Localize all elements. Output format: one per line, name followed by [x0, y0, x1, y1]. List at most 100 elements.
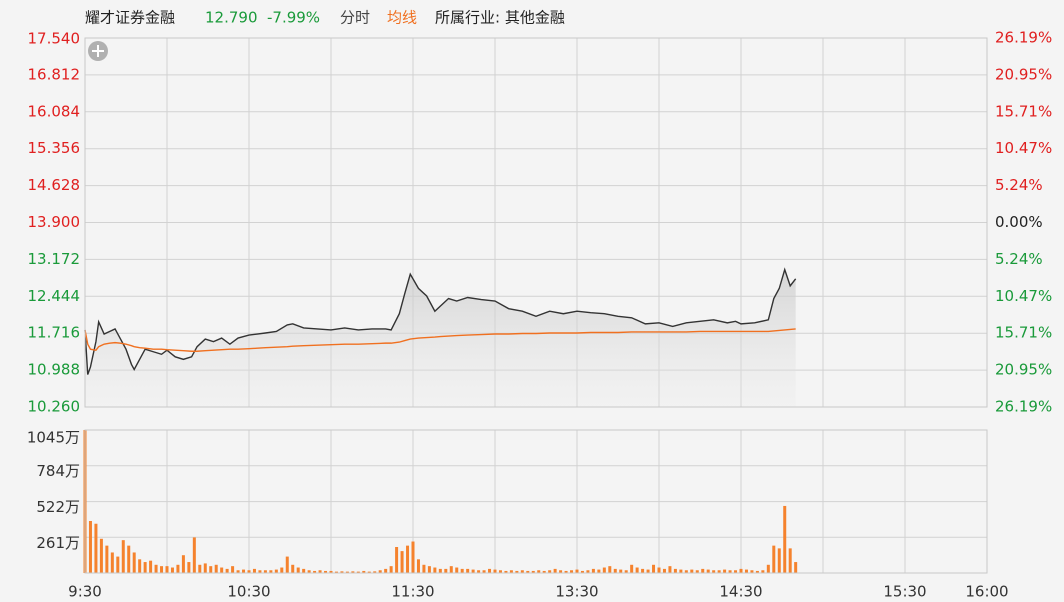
volume-bar [531, 570, 535, 573]
volume-bar [356, 571, 360, 573]
industry-label: 所属行业: 其他金融 [435, 9, 565, 27]
y-tick-label: 784万 [36, 462, 80, 480]
y-tick-label: 16.084 [28, 102, 81, 120]
volume-bar [570, 570, 574, 573]
x-tick-label: 10:30 [227, 583, 270, 601]
volume-bar [564, 570, 568, 573]
volume-bar [121, 540, 125, 573]
volume-bar [110, 552, 114, 573]
volume-bar [526, 570, 530, 573]
volume-bar [395, 547, 399, 573]
volume-bar [504, 570, 508, 573]
add-button[interactable] [88, 41, 108, 61]
volume-bar [313, 570, 317, 573]
volume-bar [263, 570, 267, 573]
volume-bar [127, 545, 131, 573]
volume-bar [143, 562, 147, 573]
volume-bar [509, 570, 513, 573]
volume-bar [772, 545, 776, 573]
volume-bar [684, 570, 688, 573]
x-tick-label: 11:30 [391, 583, 434, 601]
volume-bar [165, 566, 169, 573]
y-tick-label: 12.444 [28, 287, 81, 305]
volume-bar [520, 570, 524, 573]
volume-bar [662, 568, 666, 573]
volume-bar [132, 552, 136, 573]
volume-bar [695, 570, 699, 573]
volume-bar [406, 545, 410, 573]
y-tick-label: 14.628 [28, 176, 81, 194]
stock-name: 耀才证券金融 [85, 9, 175, 27]
volume-bar [154, 564, 158, 573]
volume-bar [477, 570, 481, 573]
volume-bar [493, 569, 497, 573]
volume-bar [302, 568, 306, 573]
volume-bar [181, 555, 185, 573]
panel-border [84, 37, 988, 408]
stock-price: 12.790 [205, 9, 258, 27]
volume-bar [99, 538, 103, 573]
volume-bar [400, 551, 404, 573]
volume-bar [252, 568, 256, 573]
volume-bar [542, 570, 546, 573]
y2-tick-label: 5.24% [995, 250, 1043, 268]
volume-bar [482, 570, 486, 573]
volume-bar [280, 567, 284, 573]
y-tick-label: 10.988 [28, 361, 81, 379]
avg-label[interactable]: 均线 [387, 9, 417, 27]
volume-bar [602, 567, 606, 573]
volume-bar [449, 566, 453, 573]
volume-bar [176, 564, 180, 573]
volume-bar [728, 570, 732, 573]
y-tick-label: 11.716 [28, 324, 81, 342]
volume-bar [160, 566, 164, 573]
y2-tick-label: 20.95% [995, 65, 1052, 83]
volume-bar [247, 570, 251, 573]
y2-tick-label: 15.71% [995, 102, 1052, 120]
mode-label[interactable]: 分时 [340, 9, 370, 27]
volume-bar [198, 564, 202, 573]
stock-change: -7.99% [267, 9, 320, 27]
volume-bar [307, 570, 311, 573]
panel-border [84, 429, 988, 574]
x-tick-label: 14:30 [719, 583, 762, 601]
volume-bar [94, 523, 98, 573]
volume-bar [788, 548, 792, 573]
volume-bar [471, 569, 475, 573]
volume-bar [329, 570, 333, 573]
volume-bar [575, 569, 579, 573]
volume-bar [296, 567, 300, 573]
volume-bar [624, 570, 628, 573]
volume-bar [274, 569, 278, 573]
volume-bar [433, 567, 437, 573]
y2-tick-label: 20.95% [995, 361, 1052, 379]
volume-bar [192, 537, 196, 573]
volume-bar [225, 568, 229, 573]
volume-bar [422, 564, 426, 573]
volume-bar [548, 570, 552, 573]
y-tick-label: 261万 [36, 534, 80, 552]
avg-line [84, 328, 796, 352]
volume-bar [384, 568, 388, 573]
volume-bar [438, 568, 442, 573]
volume-bar [498, 570, 502, 573]
volume-bar [367, 571, 371, 573]
x-tick-label: 16:00 [965, 583, 1008, 601]
y-tick-label: 522万 [36, 498, 80, 516]
volume-bar [214, 564, 218, 573]
volume-bar [291, 564, 295, 573]
volume-bar [608, 566, 612, 573]
volume-bar [285, 556, 289, 573]
volume-bar [220, 567, 224, 573]
volume-bar [378, 570, 382, 573]
volume-bar [761, 570, 765, 573]
volume-bar [619, 569, 623, 573]
y-tick-label: 16.812 [28, 65, 81, 83]
y-tick-label: 17.540 [28, 30, 81, 48]
volume-bar [231, 566, 235, 573]
volume-bar [701, 568, 705, 573]
volume-bar [783, 505, 787, 573]
volume-bar [706, 569, 710, 573]
x-tick-label: 9:30 [68, 583, 102, 601]
